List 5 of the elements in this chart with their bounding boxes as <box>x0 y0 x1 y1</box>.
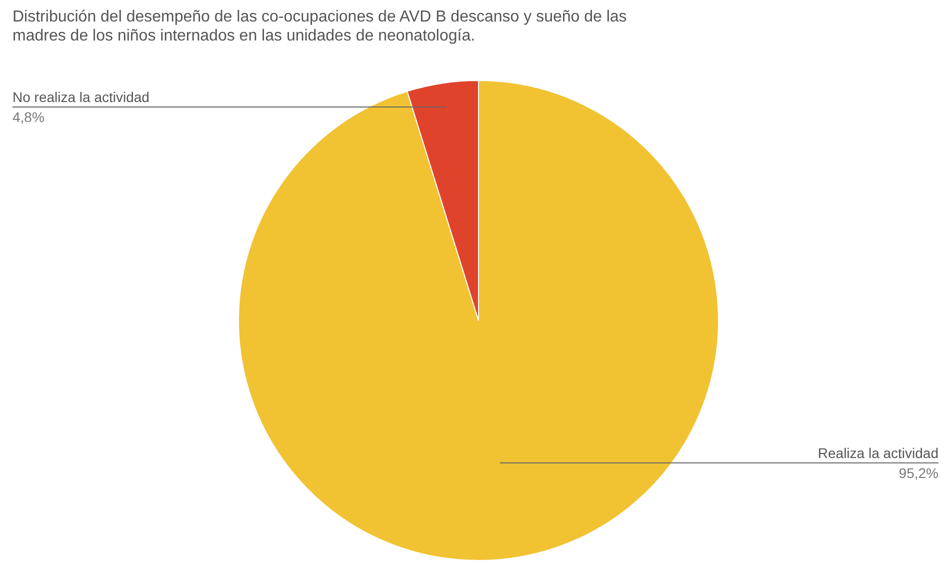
slice-label: No realiza la actividad <box>12 88 150 105</box>
slice-label: Realiza la actividad <box>818 444 939 461</box>
data-label: 95,2% <box>898 464 939 481</box>
data-label: 4,8% <box>12 108 44 125</box>
chart-title: Distribución del desempeño de las co-ocupaciones de AVD B descanso y sueño de las madres de los niños internados en las unidades de neonatología. <box>12 8 627 44</box>
